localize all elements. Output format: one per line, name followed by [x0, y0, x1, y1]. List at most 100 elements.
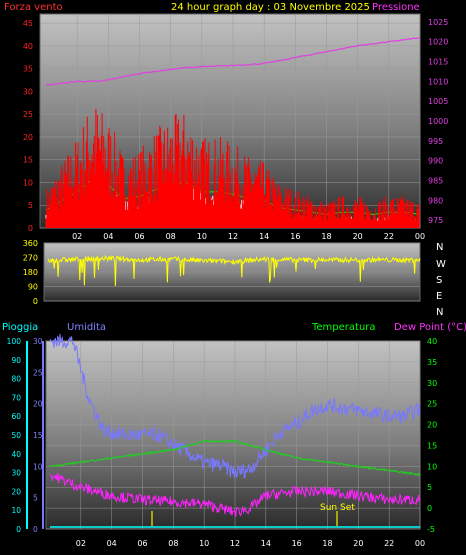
direction-tick-labels: 0 90 180 270 360 [23, 239, 38, 306]
temperature-tick-label: 0 [427, 504, 432, 513]
rain-tick-label: 20 [11, 487, 21, 496]
temperature-tick-label: -5 [427, 525, 435, 534]
temperature-x-tick: 06 [137, 539, 147, 548]
temperature-x-tick: 08 [168, 539, 178, 548]
temperature-x-tick: 12 [230, 539, 240, 548]
pressure-tick-label: 980 [428, 196, 443, 205]
direction-tick-label: 270 [23, 254, 38, 263]
wind-x-tick: 10 [197, 232, 207, 241]
dir-letter-w: W [436, 259, 446, 270]
wind-axis-title: Forza vento [4, 2, 63, 13]
temperature-x-tick: 10 [199, 539, 209, 548]
pressure-tick-label: 995 [428, 137, 443, 146]
temperature-tick-labels: -5 0 5 10 15 20 25 30 35 40 [427, 337, 437, 534]
temperature-tick-label: 20 [427, 421, 437, 430]
temperature-tick-label: 30 [427, 379, 437, 388]
pressure-tick-label: 1025 [428, 18, 448, 27]
wind-x-tick: 18 [321, 232, 331, 241]
wind-tick-labels: 0 5 10 15 20 25 30 35 40 45 [23, 19, 33, 233]
temperature-panel [45, 340, 421, 530]
chart-title: 24 hour graph day : 03 Novembre 2025 [171, 2, 370, 13]
humidity-series [49, 333, 421, 479]
dir-letter-e: E [436, 291, 442, 302]
temperature-x-tick: 04 [107, 539, 117, 548]
wind-series [45, 109, 420, 228]
wind-x-tick: 08 [166, 232, 176, 241]
dir-letter-n-bottom: N [436, 307, 443, 318]
dewpoint-line [49, 473, 421, 517]
pressure-axis-title: Pressione [372, 2, 420, 13]
temperature-x-tick: 16 [292, 539, 302, 548]
pressure-tick-label: 1010 [428, 77, 448, 86]
temperature-tick-label: 15 [427, 441, 437, 450]
dir-letter-s: S [436, 275, 442, 286]
wind-x-tick: 14 [259, 232, 269, 241]
humidity-tick-label: 25 [33, 368, 43, 377]
wind-tick-label: 10 [23, 178, 33, 187]
wind-x-tick: 16 [290, 232, 300, 241]
direction-tick-label: 90 [28, 283, 38, 292]
pressure-tick-label: 1000 [428, 117, 448, 126]
wind-x-tick: 20 [353, 232, 363, 241]
pressure-series [46, 36, 421, 86]
pressure-tick-labels: 975 980 985 990 995 1000 1005 1010 1015 1020 1025 [428, 18, 448, 225]
temperature-tick-label: 10 [427, 462, 437, 471]
temperature-series [49, 439, 421, 477]
wind-tick-label: 35 [23, 65, 33, 74]
wind-tick-label: 40 [23, 42, 33, 51]
temperature-x-tick: 00 [415, 539, 425, 548]
temperature-x-tick: 02 [76, 539, 86, 548]
pressure-tick-label: 975 [428, 216, 443, 225]
direction-panel-grid [44, 242, 420, 302]
rain-tick-label: 40 [11, 450, 21, 459]
temperature-x-tick: 22 [384, 539, 394, 548]
rain-axis-title: Pioggia [2, 322, 38, 333]
direction-series [47, 254, 421, 287]
humidity-tick-label: 5 [33, 494, 38, 503]
wind-x-tick: 06 [134, 232, 144, 241]
pressure-tick-label: 985 [428, 176, 443, 185]
humidity-tick-label: 20 [33, 400, 43, 409]
wind-tick-label: 45 [23, 19, 33, 28]
rain-tick-label: 0 [16, 525, 21, 534]
rain-tick-label: 60 [11, 412, 21, 421]
wind-x-tick: 12 [228, 232, 238, 241]
wind-tick-label: 20 [23, 133, 33, 142]
humidity-axis-title: Umidita [67, 322, 106, 333]
rain-tick-label: 80 [11, 375, 21, 384]
temperature-tick-label: 5 [427, 483, 432, 492]
wind-x-tick: 22 [384, 232, 394, 241]
rain-tick-label: 30 [11, 469, 21, 478]
temperature-x-tick-labels: 02 04 06 08 10 12 14 16 18 20 22 00 [76, 539, 425, 548]
humidity-tick-label: 10 [33, 462, 43, 471]
temperature-tick-label: 35 [427, 358, 437, 367]
temperature-line [49, 439, 421, 477]
rain-tick-label: 100 [7, 337, 22, 346]
direction-line [47, 254, 421, 287]
humidity-tick-label: 15 [33, 431, 43, 440]
temperature-x-tick: 14 [261, 539, 271, 548]
wind-x-tick: 00 [415, 232, 425, 241]
wind-tick-label: 15 [23, 156, 33, 165]
direction-tick-label: 180 [23, 268, 38, 277]
rain-tick-label: 50 [11, 431, 21, 440]
wind-tick-label: 5 [28, 201, 33, 210]
wind-x-tick-labels: 02 04 06 08 10 12 14 16 18 20 22 00 [72, 232, 425, 241]
humidity-tick-labels: 0 5 10 15 20 25 30 [33, 337, 43, 534]
temperature-tick-label: 25 [427, 400, 437, 409]
wind-speed-bars [45, 109, 420, 228]
wind-x-tick: 04 [103, 232, 113, 241]
wind-tick-label: 30 [23, 87, 33, 96]
humidity-line [49, 333, 421, 479]
humidity-tick-label: 30 [33, 337, 43, 346]
rain-tick-label: 10 [11, 506, 21, 515]
dir-letter-n-top: N [436, 242, 443, 253]
temperature-axis-title: Temperatura [311, 322, 376, 333]
humidity-tick-label: 0 [33, 525, 38, 534]
dewpoint-axis-title: Dew Point (°C) [394, 322, 466, 333]
rain-tick-label: 70 [11, 393, 21, 402]
temperature-tick-label: 40 [427, 337, 437, 346]
wind-x-tick: 02 [72, 232, 82, 241]
